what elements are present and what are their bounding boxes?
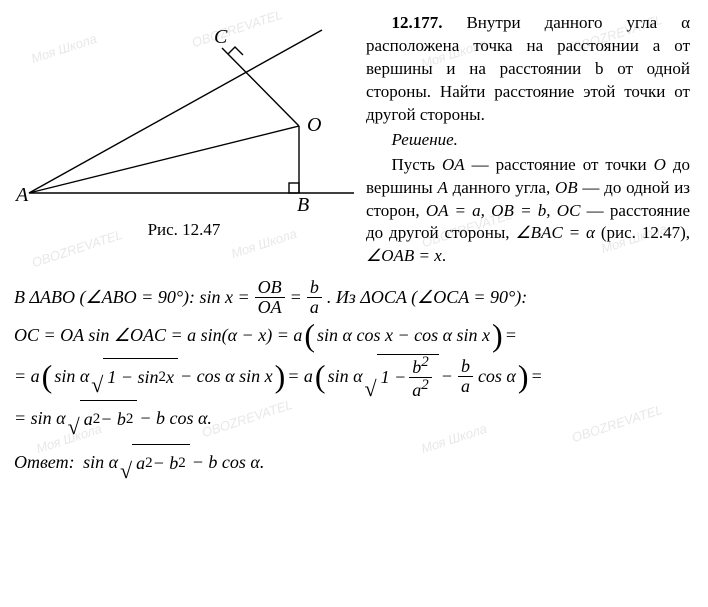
label-a: A	[14, 184, 29, 206]
sqrt-2: √1 − b2a2	[365, 354, 439, 400]
answer-line: Ответ: sin α √a2 − b2 − b cos α.	[14, 444, 690, 482]
fraction-ob-oa: OBOA	[255, 278, 285, 317]
label-o: O	[307, 114, 321, 136]
sqrt-1: √1 − sin2 x	[91, 358, 178, 396]
problem-number: 12.177.	[392, 13, 443, 32]
problem-statement: 12.177. Внутри данного угла α расположен…	[366, 12, 690, 127]
math-line-1: В ΔABO (∠ABO = 90°): sin x = OBOA = ba .…	[14, 278, 690, 317]
answer-label: Ответ:	[14, 444, 75, 481]
geometry-figure: A B C O	[14, 18, 354, 213]
problem-text-column: 12.177. Внутри данного угла α расположен…	[366, 10, 690, 268]
sqrt-3: √a2 − b2	[68, 400, 138, 438]
solution-p1: Пусть OA — расстояние от точки O до верш…	[366, 154, 690, 269]
sqrt-answer: √a2 − b2	[120, 444, 190, 482]
figure-column: A B C O Рис. 12.47	[14, 10, 354, 268]
label-b: B	[297, 194, 309, 213]
solution-heading: Решение.	[366, 129, 690, 152]
math-line-3: = a ( sin α √1 − sin2 x − cos α sin x ) …	[14, 354, 690, 400]
math-line-2: OC = OA sin ∠OAC = a sin(α − x) = a ( si…	[14, 317, 690, 354]
fraction-b-a-2: ba	[458, 357, 473, 396]
fraction-b-a: ba	[307, 278, 322, 317]
figure-caption: Рис. 12.47	[14, 219, 354, 242]
math-line-4: = sin α √a2 − b2 − b cos α.	[14, 400, 690, 438]
math-derivation: В ΔABO (∠ABO = 90°): sin x = OBOA = ba .…	[14, 278, 690, 481]
label-c: C	[214, 26, 228, 48]
